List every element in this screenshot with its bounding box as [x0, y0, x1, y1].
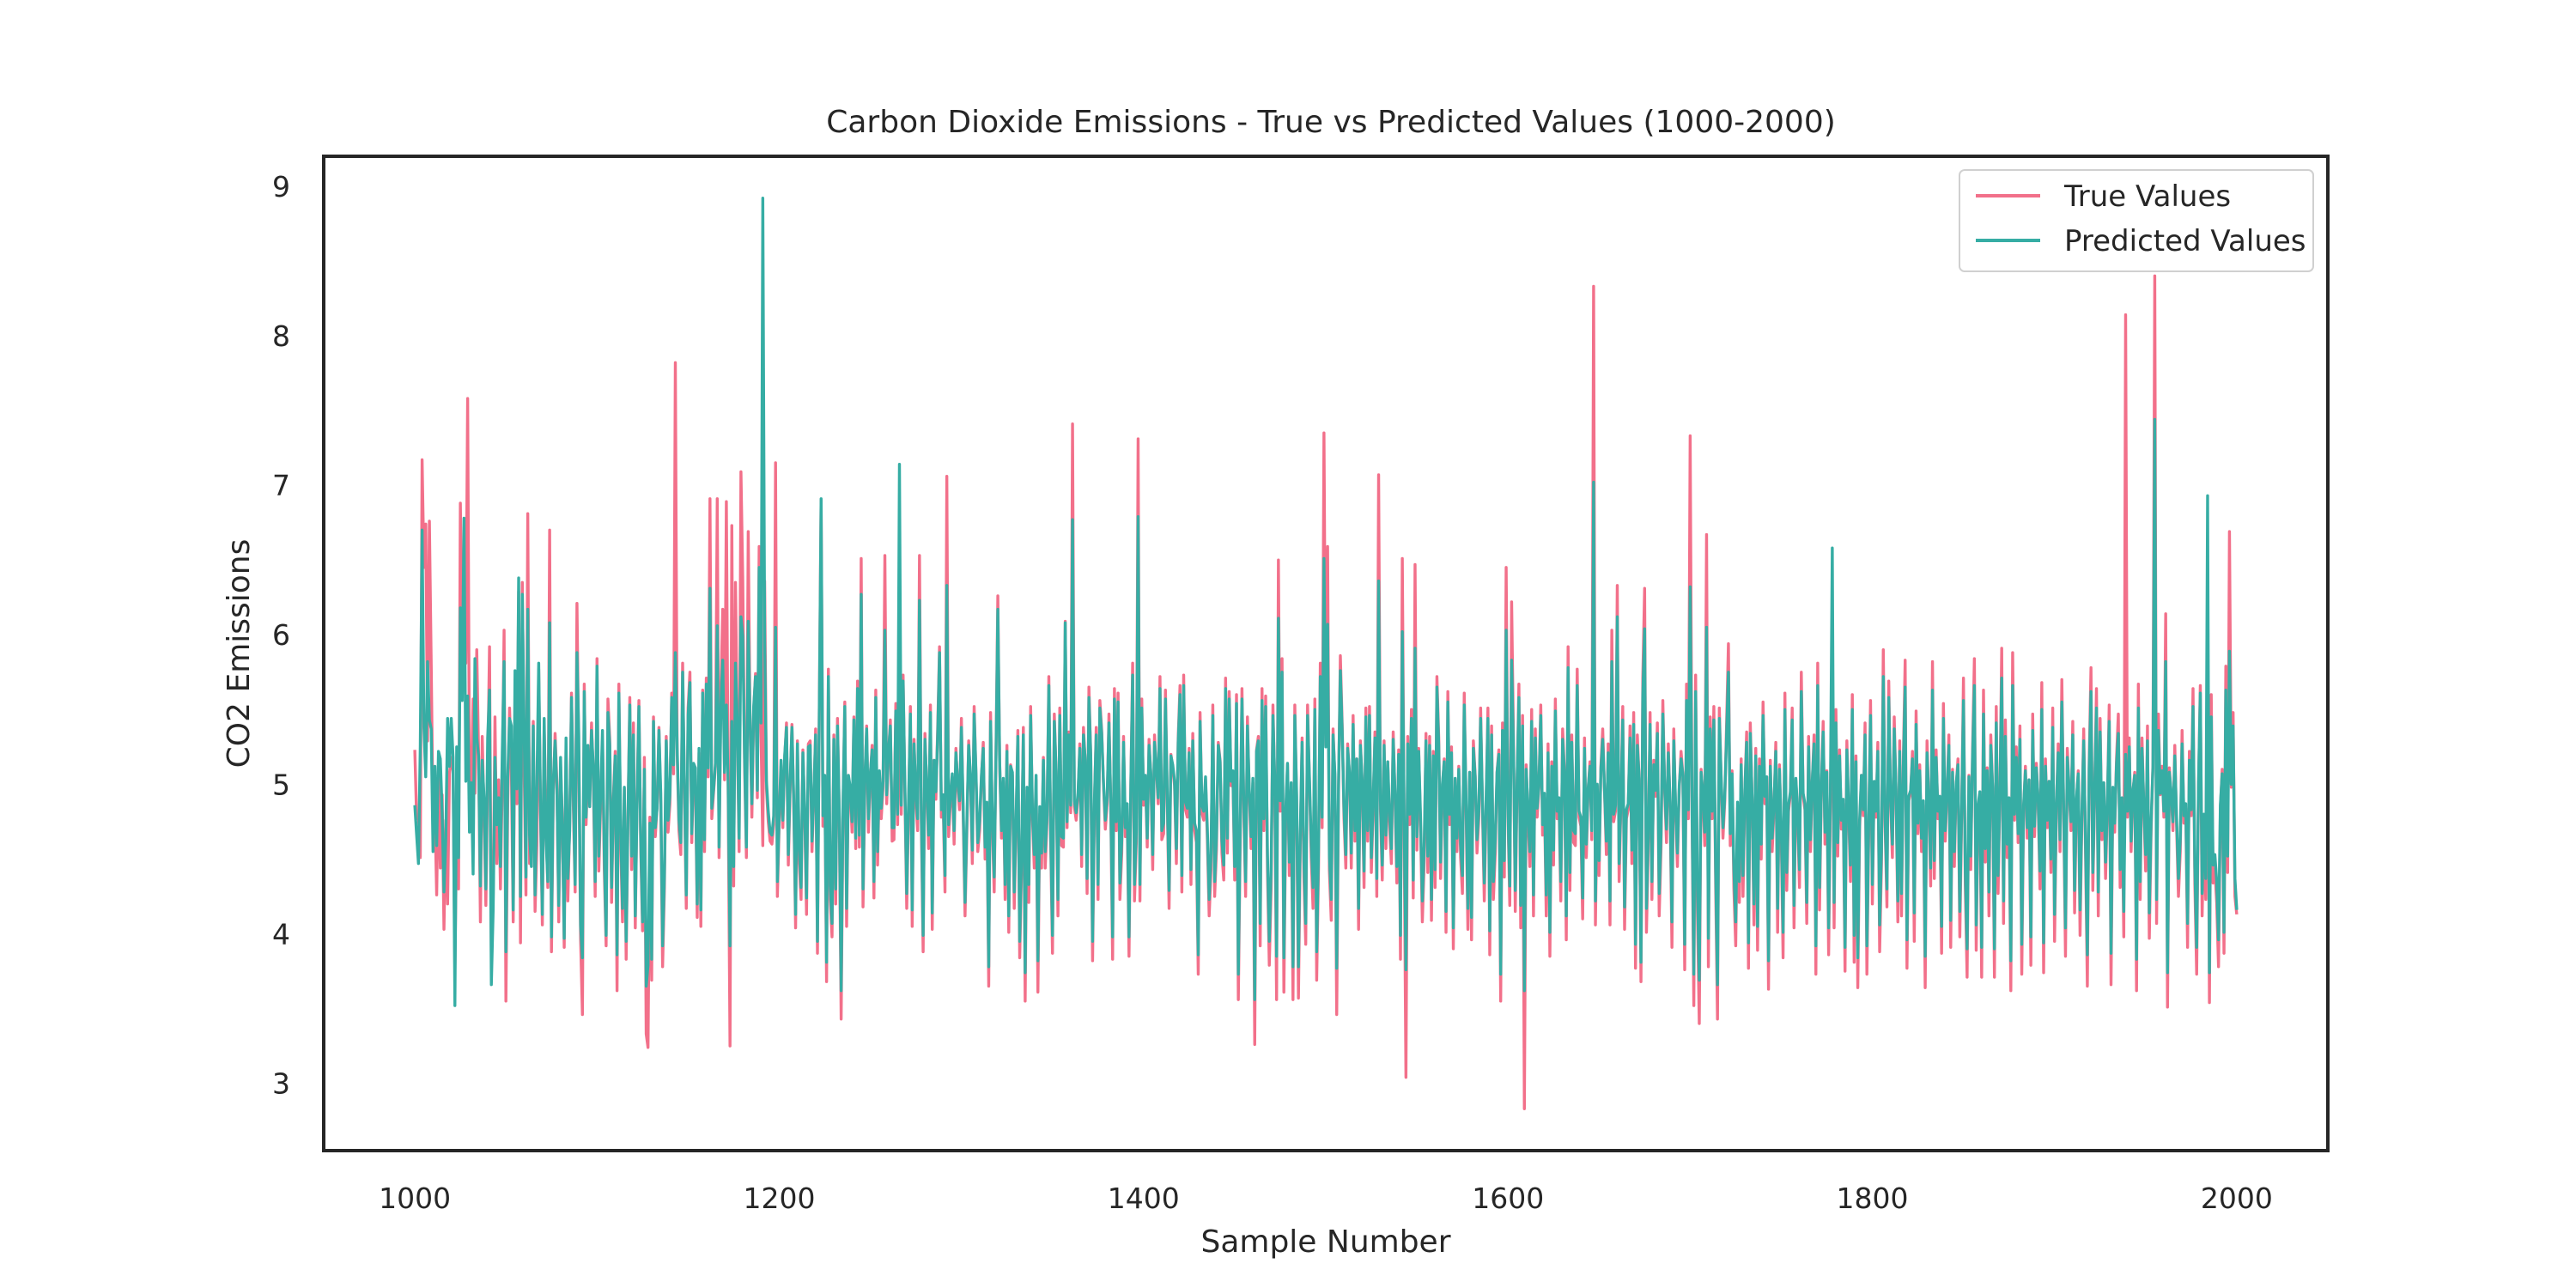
y-tick-label: 4	[272, 918, 290, 951]
x-tick-label: 1800	[1837, 1182, 1909, 1215]
legend-label: True Values	[2063, 179, 2231, 214]
y-tick-label: 8	[272, 319, 290, 353]
legend-box	[1959, 169, 2314, 272]
plot-frame	[322, 155, 2330, 1152]
y-tick-label: 7	[272, 469, 290, 502]
x-tick-label: 1000	[379, 1182, 451, 1215]
y-axis-label: CO2 Emissions	[222, 539, 257, 769]
legend-label: Predicted Values	[2064, 224, 2306, 258]
y-tick-label: 3	[272, 1067, 290, 1101]
x-tick-label: 2000	[2201, 1182, 2273, 1215]
y-tick-label: 5	[272, 768, 290, 801]
x-tick-label: 1400	[1108, 1182, 1180, 1215]
y-tick-label: 6	[272, 618, 290, 652]
series-layer	[413, 197, 2239, 1110]
x-tick-label: 1200	[744, 1182, 816, 1215]
x-tick-label: 1600	[1472, 1182, 1544, 1215]
series-line-predicted-values	[413, 197, 2239, 1007]
legend: True Values Predicted Values	[1959, 169, 2314, 272]
chart-title: Carbon Dioxide Emissions - True vs Predi…	[826, 105, 1836, 140]
y-tick-label: 9	[272, 170, 290, 204]
x-axis-ticks: 1000 1200 1400 1600 1800 2000	[379, 1182, 2273, 1215]
x-axis-label: Sample Number	[1200, 1224, 1450, 1260]
y-axis-ticks: 3 4 5 6 7 8 9	[272, 170, 290, 1101]
